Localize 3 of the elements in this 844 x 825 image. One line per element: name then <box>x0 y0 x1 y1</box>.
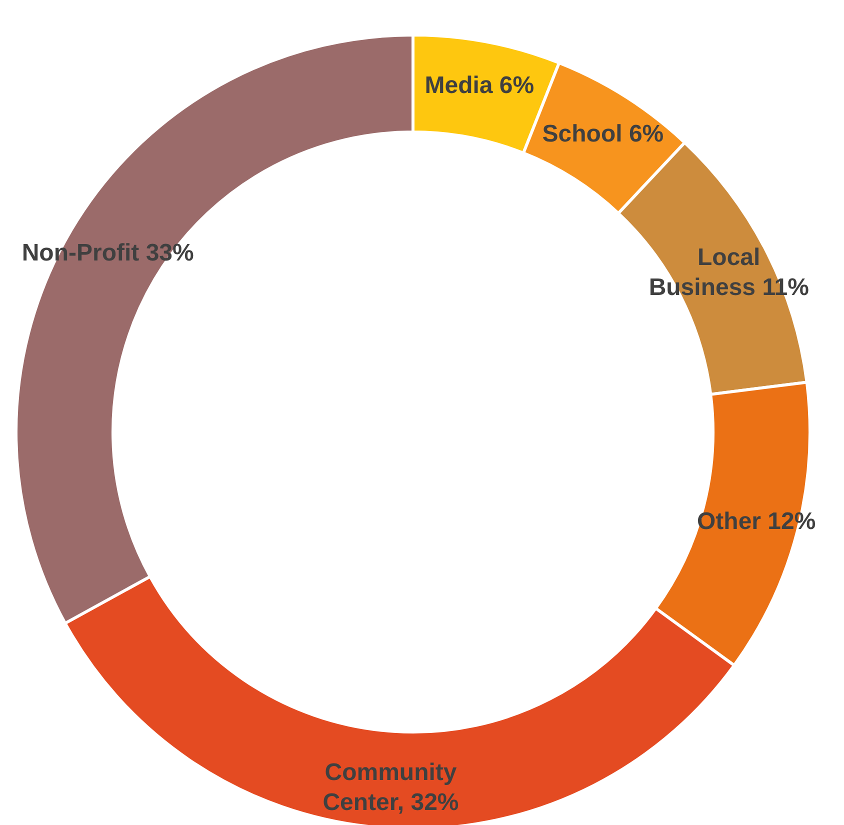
slice-label: Media 6% <box>424 72 534 99</box>
slice-label: School 6% <box>542 120 664 148</box>
slice-label: Community Center, 32% <box>322 758 459 816</box>
